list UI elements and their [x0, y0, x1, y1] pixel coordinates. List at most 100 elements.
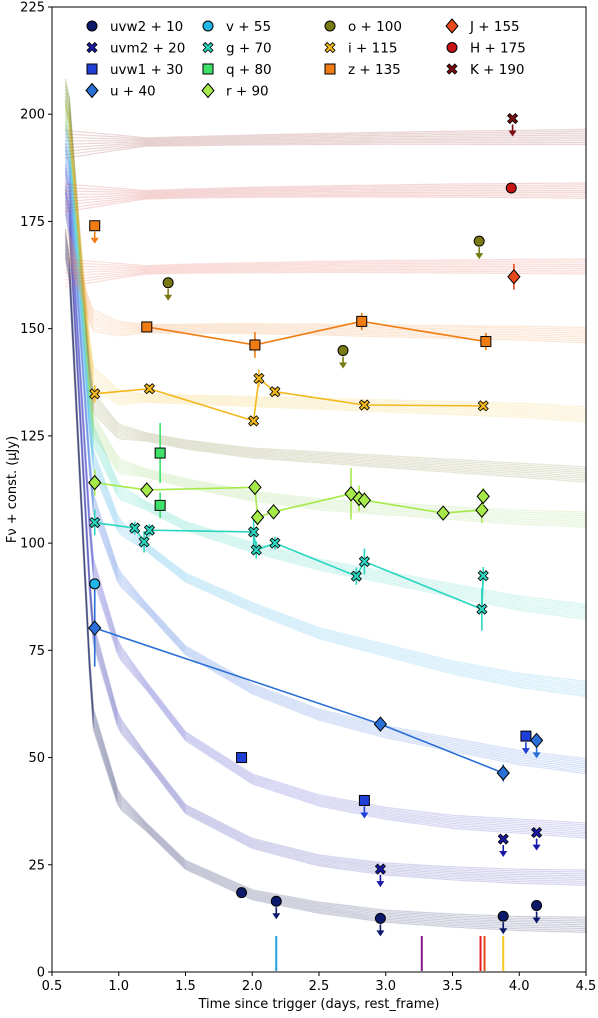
data-point	[248, 526, 260, 538]
model-curve	[64, 142, 586, 694]
data-point	[86, 20, 98, 32]
data-point	[86, 41, 98, 54]
data-point	[269, 386, 281, 398]
y-tick-label: 200	[20, 108, 45, 123]
series-u-40	[88, 589, 544, 782]
model-curve	[65, 270, 586, 284]
data-point	[162, 277, 174, 289]
model-curve	[64, 85, 586, 517]
x-tick-label: 1.5	[175, 979, 196, 994]
series-uvw2-10	[236, 887, 543, 937]
model-curve	[64, 107, 586, 412]
model-curve	[64, 167, 586, 773]
series-q-80	[154, 423, 166, 519]
model-curve	[64, 100, 586, 605]
y-axis-label: Fν + const. (μJy)	[5, 436, 20, 543]
data-point	[89, 220, 101, 232]
legend-entry: uvm2 + 20	[86, 41, 185, 57]
data-point	[270, 895, 282, 907]
upper-limit-arrow	[532, 752, 541, 759]
data-point	[477, 570, 489, 582]
data-point	[266, 504, 281, 520]
axis-ticks: 0.5 1.0 1.5 2.0 2.5 3.0 3.5 4.0 4.5 0 25 50 75 100 125…	[20, 1, 596, 995]
model-curve	[65, 196, 586, 213]
model-curve	[64, 120, 586, 419]
series-h-175	[505, 182, 517, 194]
model-curve	[64, 110, 586, 414]
y-tick-label: 150	[20, 322, 45, 337]
data-point	[202, 20, 214, 32]
model-curve	[64, 114, 586, 613]
legend-label: uvm2 + 20	[110, 41, 185, 57]
upper-limit-arrow	[499, 851, 508, 858]
data-point	[202, 63, 214, 75]
legend-label: g + 70	[226, 41, 272, 57]
model-curve	[65, 190, 586, 199]
legend-entry: i + 115	[324, 41, 397, 57]
upper-limit-arrow	[376, 930, 385, 937]
model-curve	[65, 136, 586, 145]
data-point	[140, 482, 154, 498]
data-point	[358, 399, 370, 411]
upper-limit-arrow	[376, 881, 385, 888]
data-point	[529, 732, 544, 749]
x-tick-label: 0.5	[42, 979, 63, 994]
data-point	[473, 235, 485, 247]
legend-entry: K + 190	[446, 62, 525, 78]
model-curve	[64, 249, 586, 930]
series-line	[94, 521, 485, 611]
model-curve	[64, 135, 586, 690]
legend-label: v + 55	[226, 19, 271, 35]
x-tick-label: 4.0	[509, 979, 530, 994]
model-curve	[64, 114, 586, 415]
model-bands	[64, 78, 586, 933]
series-k-190	[507, 112, 519, 137]
model-curve	[64, 181, 586, 833]
model-curve	[64, 164, 586, 824]
epoch-markers	[275, 936, 505, 971]
data-point	[520, 730, 532, 742]
upper-limit-arrow	[521, 748, 530, 755]
model-curve	[64, 196, 586, 877]
model-curve	[64, 92, 586, 521]
legend-entry: r + 90	[201, 82, 269, 100]
model-curve	[64, 132, 586, 688]
legend-entry: z + 135	[324, 62, 401, 78]
model-curve	[64, 232, 586, 330]
data-series	[88, 112, 544, 937]
model-curve	[65, 265, 586, 274]
series-g-70	[89, 509, 489, 631]
model-curve	[64, 235, 586, 332]
model-curve	[64, 138, 586, 692]
model-curve	[64, 186, 586, 871]
model-curve	[65, 132, 586, 141]
model-curve	[64, 210, 586, 884]
model-curve	[64, 171, 586, 828]
model-curve	[65, 130, 586, 140]
data-point	[445, 18, 459, 34]
model-curve	[64, 125, 586, 684]
legend-entry: q + 80	[202, 62, 272, 78]
model-curve	[64, 117, 586, 417]
model-curve	[65, 194, 586, 209]
legend-entry: J + 155	[445, 18, 520, 35]
data-point	[324, 20, 336, 32]
legend-entry: u + 40	[85, 82, 156, 100]
model-curve	[64, 170, 586, 775]
data-point	[505, 182, 517, 194]
model-curve	[64, 256, 586, 344]
model-curve	[64, 203, 586, 881]
data-point	[358, 794, 370, 806]
data-point	[201, 82, 215, 99]
series-j-155	[507, 263, 521, 290]
data-point	[89, 516, 101, 529]
model-curve	[64, 99, 586, 524]
data-point	[89, 388, 101, 400]
upper-limit-arrow	[360, 812, 369, 819]
model-curve	[64, 239, 586, 924]
model-curve	[64, 192, 586, 839]
legend-entry: o + 100	[324, 19, 402, 35]
data-point	[374, 912, 386, 924]
model-curve	[65, 193, 586, 206]
y-tick-label: 225	[20, 1, 45, 16]
